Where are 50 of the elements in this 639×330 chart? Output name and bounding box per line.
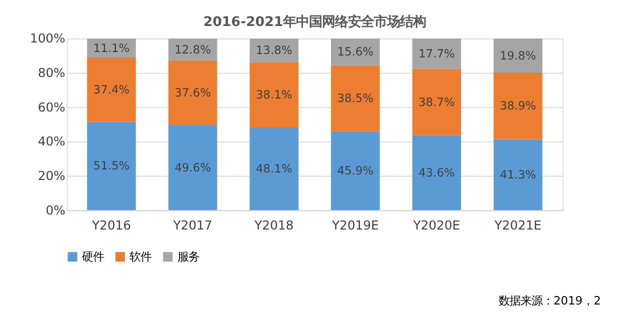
bar: [330, 38, 380, 66]
text: 19.8%: [500, 48, 536, 62]
x-tick-label: Y2017: [172, 218, 212, 233]
bar: [250, 62, 298, 128]
text: 37.4%: [93, 82, 130, 96]
y-tick-label: 40%: [38, 134, 66, 149]
text: 17.7%: [418, 46, 455, 60]
bar: [494, 139, 542, 210]
x-tick-label: Y2020E: [412, 218, 460, 233]
text: 49.6%: [174, 160, 211, 174]
bar: [330, 65, 380, 132]
text: 38.9%: [500, 98, 536, 113]
bar: [87, 122, 136, 210]
bar: [412, 68, 462, 136]
text: 41.3%: [500, 167, 536, 182]
bar: [87, 58, 136, 122]
text: 43.6%: [418, 166, 455, 180]
text: 11.1%: [93, 40, 130, 55]
legend-label: 硬件: [82, 250, 104, 264]
bar: [330, 131, 380, 210]
bar: [168, 124, 218, 210]
text: 12.8%: [174, 42, 211, 56]
bar: [412, 135, 462, 210]
bar: [494, 38, 542, 72]
text: 13.8%: [256, 43, 292, 58]
legend-label: 软件: [130, 250, 152, 264]
bar: [412, 38, 462, 69]
text: 37.6%: [174, 86, 211, 100]
legend-label: 服务: [177, 250, 200, 264]
x-tick-label: Y2019E: [330, 218, 379, 233]
y-tick-label: 100%: [30, 30, 66, 46]
bar: [494, 72, 542, 140]
x-tick-label: Y2021E: [494, 218, 542, 233]
text: 38.1%: [256, 88, 292, 102]
source-note: 数据来源：2019，2: [498, 294, 601, 308]
y-tick-label: 80%: [38, 65, 66, 80]
x-tick-label: Y2018: [254, 218, 294, 233]
text: 45.9%: [337, 164, 374, 178]
text: 38.7%: [418, 94, 455, 109]
y-tick-label: 60%: [38, 99, 66, 114]
x-tick-label: Y2016: [90, 218, 132, 233]
text: 51.5%: [93, 158, 130, 173]
text: 48.1%: [256, 162, 292, 176]
bar: [250, 128, 298, 210]
text: 38.5%: [337, 91, 374, 106]
chart-title: 2016-2021年中国网络安全市场结构: [203, 14, 426, 30]
y-tick-label: 0%: [46, 202, 66, 218]
bar: [168, 60, 218, 125]
text: 15.6%: [337, 44, 374, 59]
y-tick-label: 20%: [38, 168, 66, 184]
